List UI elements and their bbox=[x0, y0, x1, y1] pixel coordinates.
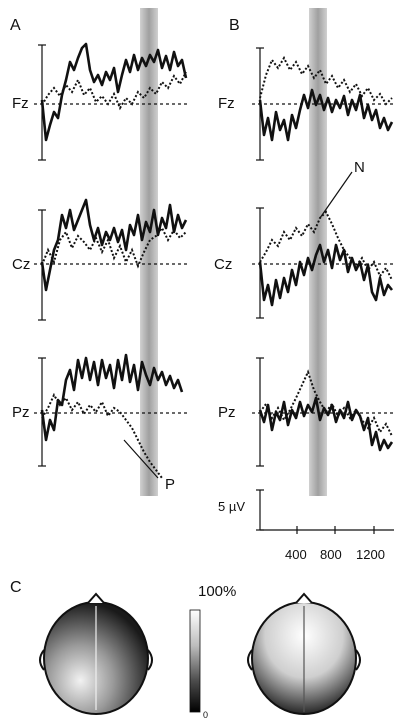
scalp-map-right bbox=[247, 592, 361, 715]
scale-bar-label: 5 µV bbox=[218, 499, 246, 514]
panel-a-fz-label: Fz bbox=[12, 95, 29, 112]
panel-b-cz-label: Cz bbox=[214, 256, 233, 273]
panel-a-pz-label: Pz bbox=[12, 404, 30, 421]
colorbar-max-label: 100% bbox=[198, 583, 237, 600]
time-tick-1200: 1200 bbox=[356, 547, 385, 562]
panel-b-fz-label: Fz bbox=[218, 95, 235, 112]
scalp-map-left bbox=[39, 592, 153, 715]
colorbar-min-label: 0 bbox=[203, 710, 209, 720]
waveforms-dotted bbox=[41, 55, 393, 479]
panel-b-fz-solid-trace bbox=[258, 88, 394, 142]
colorbar bbox=[189, 609, 201, 713]
panel-a-cz-dotted-trace bbox=[41, 226, 187, 269]
panel-a-pz-dotted-trace bbox=[41, 392, 163, 479]
panel-a-cz-label: Cz bbox=[12, 256, 31, 273]
time-tick-400: 400 bbox=[285, 547, 307, 562]
panel-a-fz-solid-trace bbox=[40, 42, 188, 142]
panel-a-shaded-window bbox=[140, 8, 158, 496]
panel-c-letter: C bbox=[10, 579, 22, 596]
panel-b-pz-label: Pz bbox=[218, 404, 236, 421]
panel-b-axes bbox=[252, 47, 396, 534]
n-component-label: N bbox=[354, 159, 365, 176]
panel-a-letter: A bbox=[10, 17, 21, 34]
panel-b-cz-dotted-trace bbox=[259, 210, 393, 281]
panel-a-cz-solid-trace bbox=[40, 198, 188, 292]
annotation-leaders bbox=[123, 171, 353, 479]
panel-b-pz-dotted-trace bbox=[259, 369, 393, 437]
waveforms-solid bbox=[40, 42, 394, 452]
panel-b-cz-solid-trace bbox=[258, 243, 394, 307]
n-leader-line bbox=[319, 171, 353, 219]
p-leader-line bbox=[123, 439, 159, 479]
panel-b-letter: B bbox=[229, 17, 240, 34]
panel-a-pz-solid-trace bbox=[40, 353, 184, 442]
panel-a-fz-dotted-trace bbox=[41, 71, 187, 111]
panel-b-fz-dotted-trace bbox=[259, 55, 393, 106]
time-tick-800: 800 bbox=[320, 547, 342, 562]
p-component-label: P bbox=[165, 476, 176, 493]
